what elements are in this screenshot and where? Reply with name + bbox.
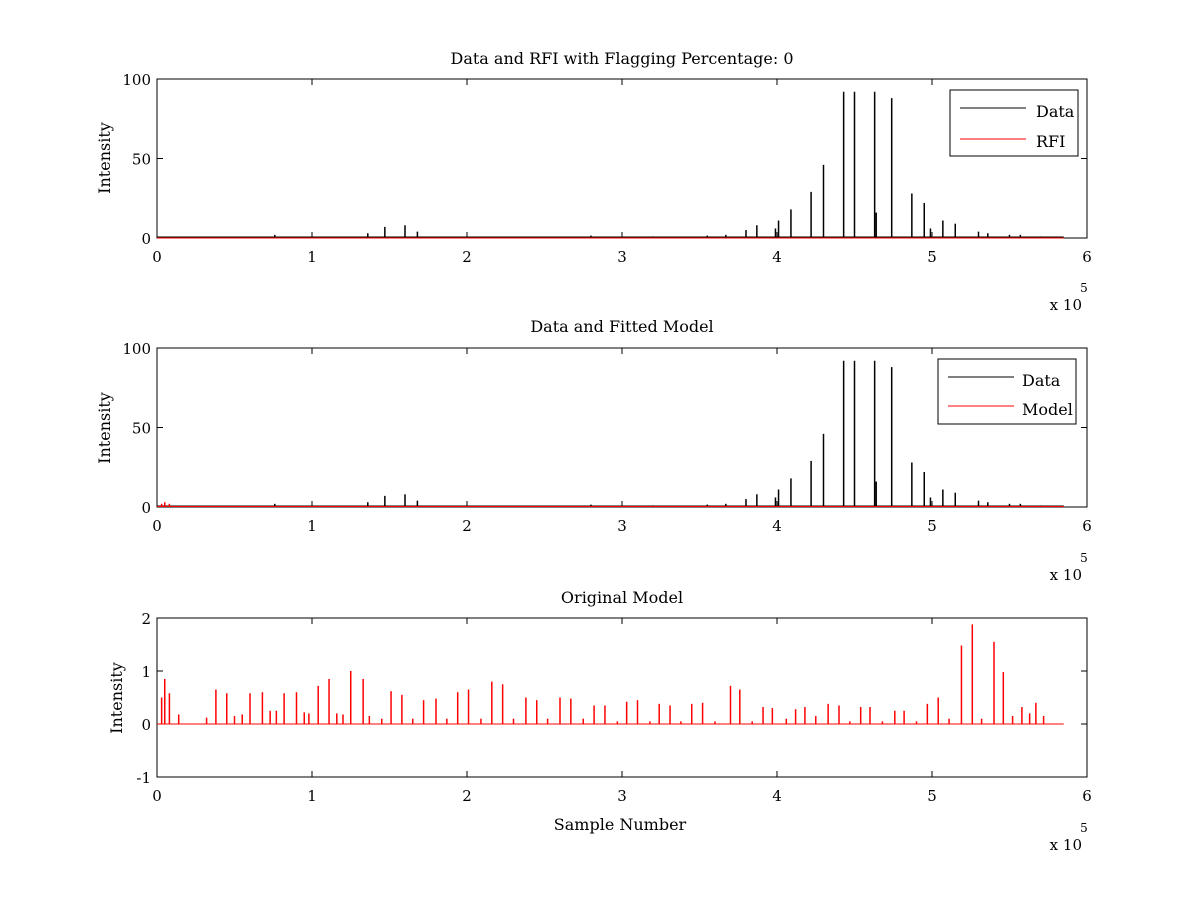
x-tick-label: 0 [152, 517, 162, 535]
y-axis-label: Intensity [107, 662, 126, 734]
x-multiplier-base: x 10 [1050, 566, 1082, 584]
x-tick-label: 4 [772, 517, 782, 535]
legend: Data Model [937, 358, 1077, 425]
x-multiplier-base: x 10 [1050, 296, 1082, 314]
x-tick-label: 5 [927, 517, 937, 535]
y-tick-label: 0 [141, 230, 151, 248]
y-tick-label: 100 [122, 71, 151, 89]
y-tick-label: 1 [141, 663, 151, 681]
x-multiplier-base: x 10 [1050, 836, 1082, 854]
x-multiplier-exponent: 5 [1080, 551, 1088, 565]
x-tick-label: 0 [152, 787, 162, 805]
chart-title: Original Model [561, 588, 683, 607]
x-tick-label: 6 [1082, 248, 1092, 266]
x-tick-label: 1 [307, 517, 317, 535]
chart-title: Data and RFI with Flagging Percentage: 0 [450, 49, 793, 68]
x-tick-label: 4 [772, 787, 782, 805]
subplot-data-model: Data and Fitted Model Intensity 0 1 2 3 4 5 60… [95, 317, 1092, 584]
x-tick-label: 3 [617, 248, 627, 266]
x-tick-label: 5 [927, 248, 937, 266]
legend-label-model: Model [1022, 400, 1073, 419]
x-tick-label: 2 [462, 248, 472, 266]
plot-area: 0 1 2 3 4 5 6 0 50 100 [122, 340, 1091, 535]
x-tick-label: 6 [1082, 787, 1092, 805]
legend-label-data: Data [1036, 102, 1075, 121]
x-tick-label: 5 [927, 787, 937, 805]
x-tick-label: 2 [462, 517, 472, 535]
x-tick-label: 1 [307, 248, 317, 266]
x-multiplier-exponent: 5 [1080, 281, 1088, 295]
x-axis-label: Sample Number [554, 815, 687, 834]
y-tick-label: 0 [141, 499, 151, 517]
x-multiplier-exponent: 5 [1080, 821, 1088, 835]
y-tick-label: 100 [122, 340, 151, 358]
legend-label-data: Data [1022, 371, 1061, 390]
y-tick-label: 50 [132, 420, 151, 438]
x-tick-label: 4 [772, 248, 782, 266]
x-tick-label: 6 [1082, 517, 1092, 535]
x-tick-label: 0 [152, 248, 162, 266]
y-tick-label: 50 [132, 151, 151, 169]
legend-label-rfi: RFI [1036, 132, 1065, 151]
plot-area: 0 1 2 3 4 5 6 0 50 100 [122, 71, 1091, 266]
x-tick-label: 3 [617, 517, 627, 535]
subplot-data-rfi: Data and RFI with Flagging Percentage: 0… [95, 49, 1092, 314]
legend-box [937, 358, 1077, 425]
x-tick-label: 3 [617, 787, 627, 805]
legend: Data RFI [949, 89, 1079, 157]
x-tick-label: 2 [462, 787, 472, 805]
y-tick-label: 2 [141, 610, 151, 628]
y-axis-label: Intensity [95, 392, 114, 464]
chart-title: Data and Fitted Model [530, 317, 713, 336]
y-tick-label: 0 [141, 716, 151, 734]
legend-box [949, 89, 1079, 157]
x-tick-label: 1 [307, 787, 317, 805]
y-axis-label: Intensity [95, 122, 114, 194]
y-tick-label: -1 [136, 769, 151, 787]
